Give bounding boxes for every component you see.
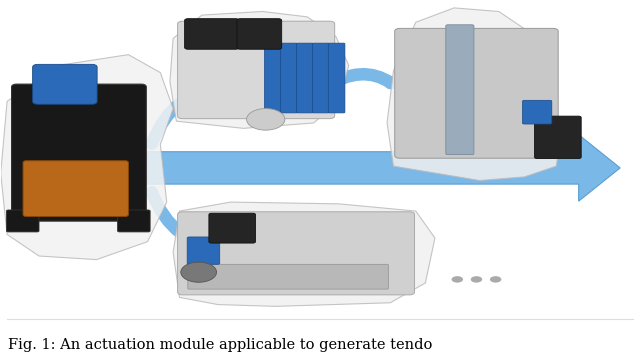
FancyBboxPatch shape [446,25,474,155]
FancyBboxPatch shape [264,43,281,113]
FancyBboxPatch shape [534,116,581,158]
FancyBboxPatch shape [296,43,313,113]
Polygon shape [1,55,173,260]
FancyBboxPatch shape [6,210,39,232]
FancyBboxPatch shape [188,264,388,289]
Circle shape [490,276,501,283]
FancyBboxPatch shape [177,212,415,295]
FancyBboxPatch shape [187,237,220,264]
Polygon shape [387,8,559,180]
Polygon shape [170,12,349,129]
Circle shape [452,276,463,283]
FancyBboxPatch shape [118,210,150,232]
FancyArrow shape [138,135,620,201]
FancyBboxPatch shape [395,29,558,158]
FancyBboxPatch shape [12,84,147,221]
FancyBboxPatch shape [280,43,297,113]
FancyBboxPatch shape [23,161,129,217]
Circle shape [470,276,482,283]
Text: Fig. 1: An actuation module applicable to generate tendo: Fig. 1: An actuation module applicable t… [8,338,433,352]
FancyBboxPatch shape [522,100,552,124]
FancyBboxPatch shape [209,213,255,243]
FancyBboxPatch shape [312,43,329,113]
FancyBboxPatch shape [237,19,282,49]
Circle shape [246,109,285,130]
FancyBboxPatch shape [177,21,335,119]
Circle shape [180,262,216,282]
FancyBboxPatch shape [184,19,239,49]
FancyBboxPatch shape [33,64,97,104]
Polygon shape [173,202,435,306]
FancyBboxPatch shape [328,43,345,113]
